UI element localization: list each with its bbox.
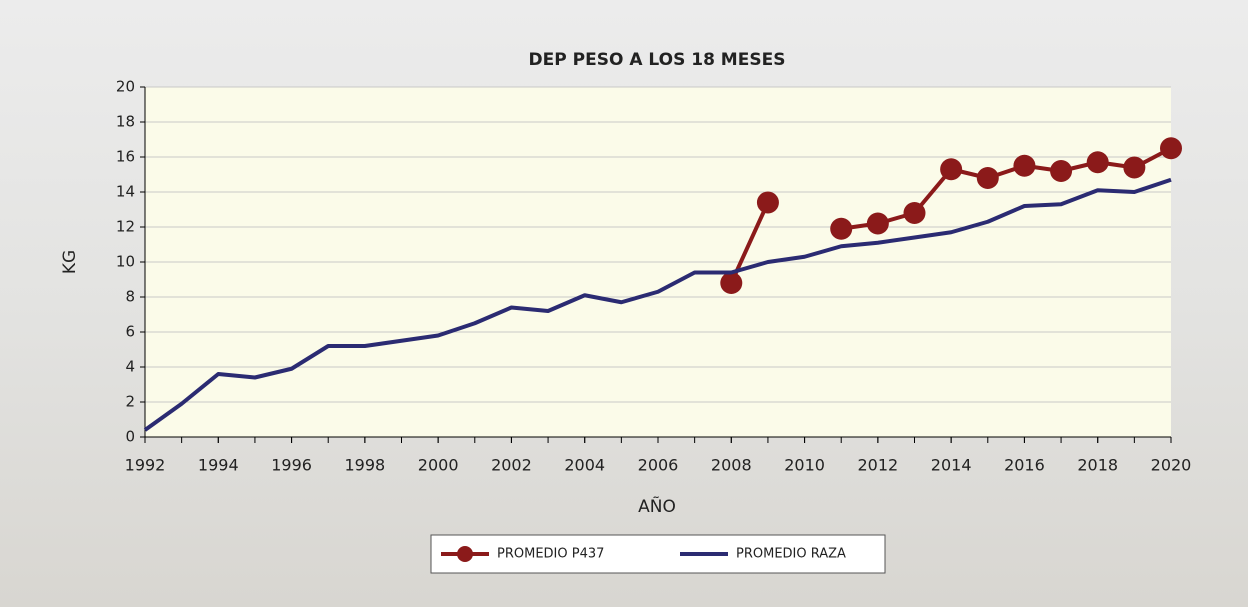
x-tick-label: 2014 [931,456,972,475]
y-tick-label: 2 [125,393,135,411]
x-tick-label: 2018 [1077,456,1118,475]
x-tick-label: 2000 [418,456,459,475]
y-tick-label: 14 [116,183,135,201]
y-tick-label: 18 [116,113,135,131]
y-tick-label: 10 [116,253,135,271]
point [1087,151,1109,173]
y-tick-label: 0 [125,428,135,446]
x-tick-label: 2002 [491,456,532,475]
x-tick-label: 1998 [344,456,385,475]
point [1050,160,1072,182]
x-axis-label: AÑO [638,495,676,517]
point [1013,155,1035,177]
point [1160,137,1182,159]
legend-marker [457,546,473,562]
point [757,192,779,214]
y-tick-label: 16 [116,148,135,166]
chart-title: DEP PESO A LOS 18 MESES [529,50,786,70]
y-tick-label: 8 [125,288,135,306]
x-tick-label: 2010 [784,456,825,475]
y-tick-label: 6 [125,323,135,341]
x-tick-label: 2016 [1004,456,1045,475]
x-tick-label: 2004 [564,456,605,475]
x-tick-label: 2008 [711,456,752,475]
y-tick-label: 20 [116,78,135,96]
y-tick-label: 4 [125,358,135,376]
legend-label: PROMEDIO P437 [497,547,604,562]
x-tick-label: 2020 [1151,456,1192,475]
x-tick-label: 1996 [271,456,312,475]
point [867,213,889,235]
point [904,202,926,224]
point [720,272,742,294]
point [940,158,962,180]
x-tick-label: 1994 [198,456,239,475]
point [830,218,852,240]
x-tick-label: 2012 [857,456,898,475]
x-tick-label: 2006 [638,456,679,475]
y-axis-label: KG [60,250,80,274]
chart: DEP PESO A LOS 18 MESES AÑO KG 0 2 4 6 8 10 12… [0,0,1248,607]
x-tick-label: 1992 [125,456,166,475]
point [1123,157,1145,179]
legend-label: PROMEDIO RAZA [736,547,846,562]
page: DEP PESO A LOS 18 MESES AÑO KG 0 2 4 6 8 10 12… [0,0,1248,611]
point [977,167,999,189]
y-tick-label: 12 [116,218,135,236]
